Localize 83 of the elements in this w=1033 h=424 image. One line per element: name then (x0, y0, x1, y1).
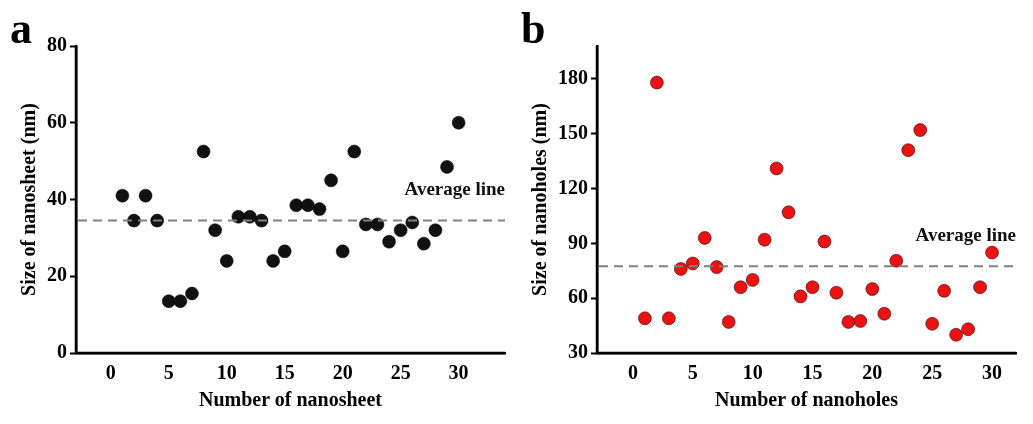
y-tick-label: 20 (47, 263, 67, 286)
point (301, 198, 315, 213)
point (196, 144, 211, 159)
point (185, 286, 199, 301)
point (347, 144, 362, 159)
point (277, 244, 292, 259)
x-tick-label: 25 (922, 361, 943, 384)
point (638, 311, 652, 326)
point (733, 280, 748, 294)
x-tick-label: 25 (390, 361, 411, 384)
point (853, 314, 868, 328)
point (335, 244, 350, 259)
point (428, 223, 443, 237)
point (138, 188, 153, 203)
x-tick-label: 30 (982, 361, 1003, 384)
text: a (10, 4, 32, 54)
point (829, 285, 844, 300)
x-tick-label: 0 (627, 361, 638, 384)
x-tick-label: 30 (448, 361, 469, 384)
point (769, 161, 784, 176)
point (312, 202, 327, 216)
point (417, 236, 431, 251)
text: b (521, 4, 546, 54)
point (382, 234, 396, 249)
point (650, 75, 664, 90)
point (913, 123, 927, 137)
point (745, 273, 760, 287)
y-tick-label: 60 (47, 109, 67, 132)
point (440, 160, 454, 174)
x-tick-label: 20 (332, 361, 353, 384)
x-tick-label: 15 (274, 361, 295, 384)
x-tick-label: 10 (216, 361, 237, 384)
y-axis-title: Size of nanosheet (nm) (17, 103, 41, 296)
x-tick-label: 0 (105, 361, 116, 384)
y-tick-label: 0 (57, 340, 67, 363)
point (901, 143, 916, 157)
point (757, 232, 772, 247)
point (985, 245, 999, 260)
point (721, 315, 736, 329)
y-tick-label: 60 (568, 285, 588, 308)
point (889, 253, 904, 268)
point (781, 205, 796, 220)
point (925, 317, 939, 331)
y-tick-label: 40 (47, 186, 67, 209)
point (865, 282, 880, 296)
point (208, 223, 222, 237)
point (817, 234, 832, 249)
point (805, 280, 820, 294)
point (324, 173, 338, 188)
ref-line-label: Average line (915, 223, 1016, 245)
x-axis-title: Number of nanoholes (715, 388, 899, 411)
point (266, 254, 280, 268)
ref-line-label: Average line (404, 178, 505, 200)
point (115, 188, 130, 203)
y-tick-label: 80 (47, 33, 67, 56)
point (393, 223, 408, 237)
y-tick-label: 30 (568, 340, 588, 363)
x-tick-label: 20 (862, 361, 883, 384)
point (793, 289, 808, 304)
point (370, 217, 385, 232)
point (841, 315, 856, 329)
point (949, 327, 963, 342)
point (662, 311, 676, 326)
point (162, 294, 176, 308)
x-tick-label: 15 (802, 361, 823, 384)
point (289, 198, 304, 213)
point (219, 254, 234, 268)
x-axis-title: Number of nanosheet (199, 388, 383, 411)
point (451, 116, 466, 130)
point (937, 284, 951, 298)
point (961, 322, 975, 336)
y-tick-label: 180 (558, 66, 588, 89)
point (697, 231, 712, 245)
point (173, 294, 188, 308)
y-tick-label: 120 (558, 175, 588, 198)
y-tick-label: 150 (558, 120, 588, 143)
y-tick-label: 90 (568, 230, 588, 253)
y-axis-title: Size of nanoholes (nm) (528, 103, 552, 296)
x-tick-label: 5 (163, 361, 174, 384)
point (973, 280, 987, 294)
x-tick-label: 10 (742, 361, 763, 384)
x-tick-label: 5 (687, 361, 698, 384)
point (877, 306, 892, 321)
